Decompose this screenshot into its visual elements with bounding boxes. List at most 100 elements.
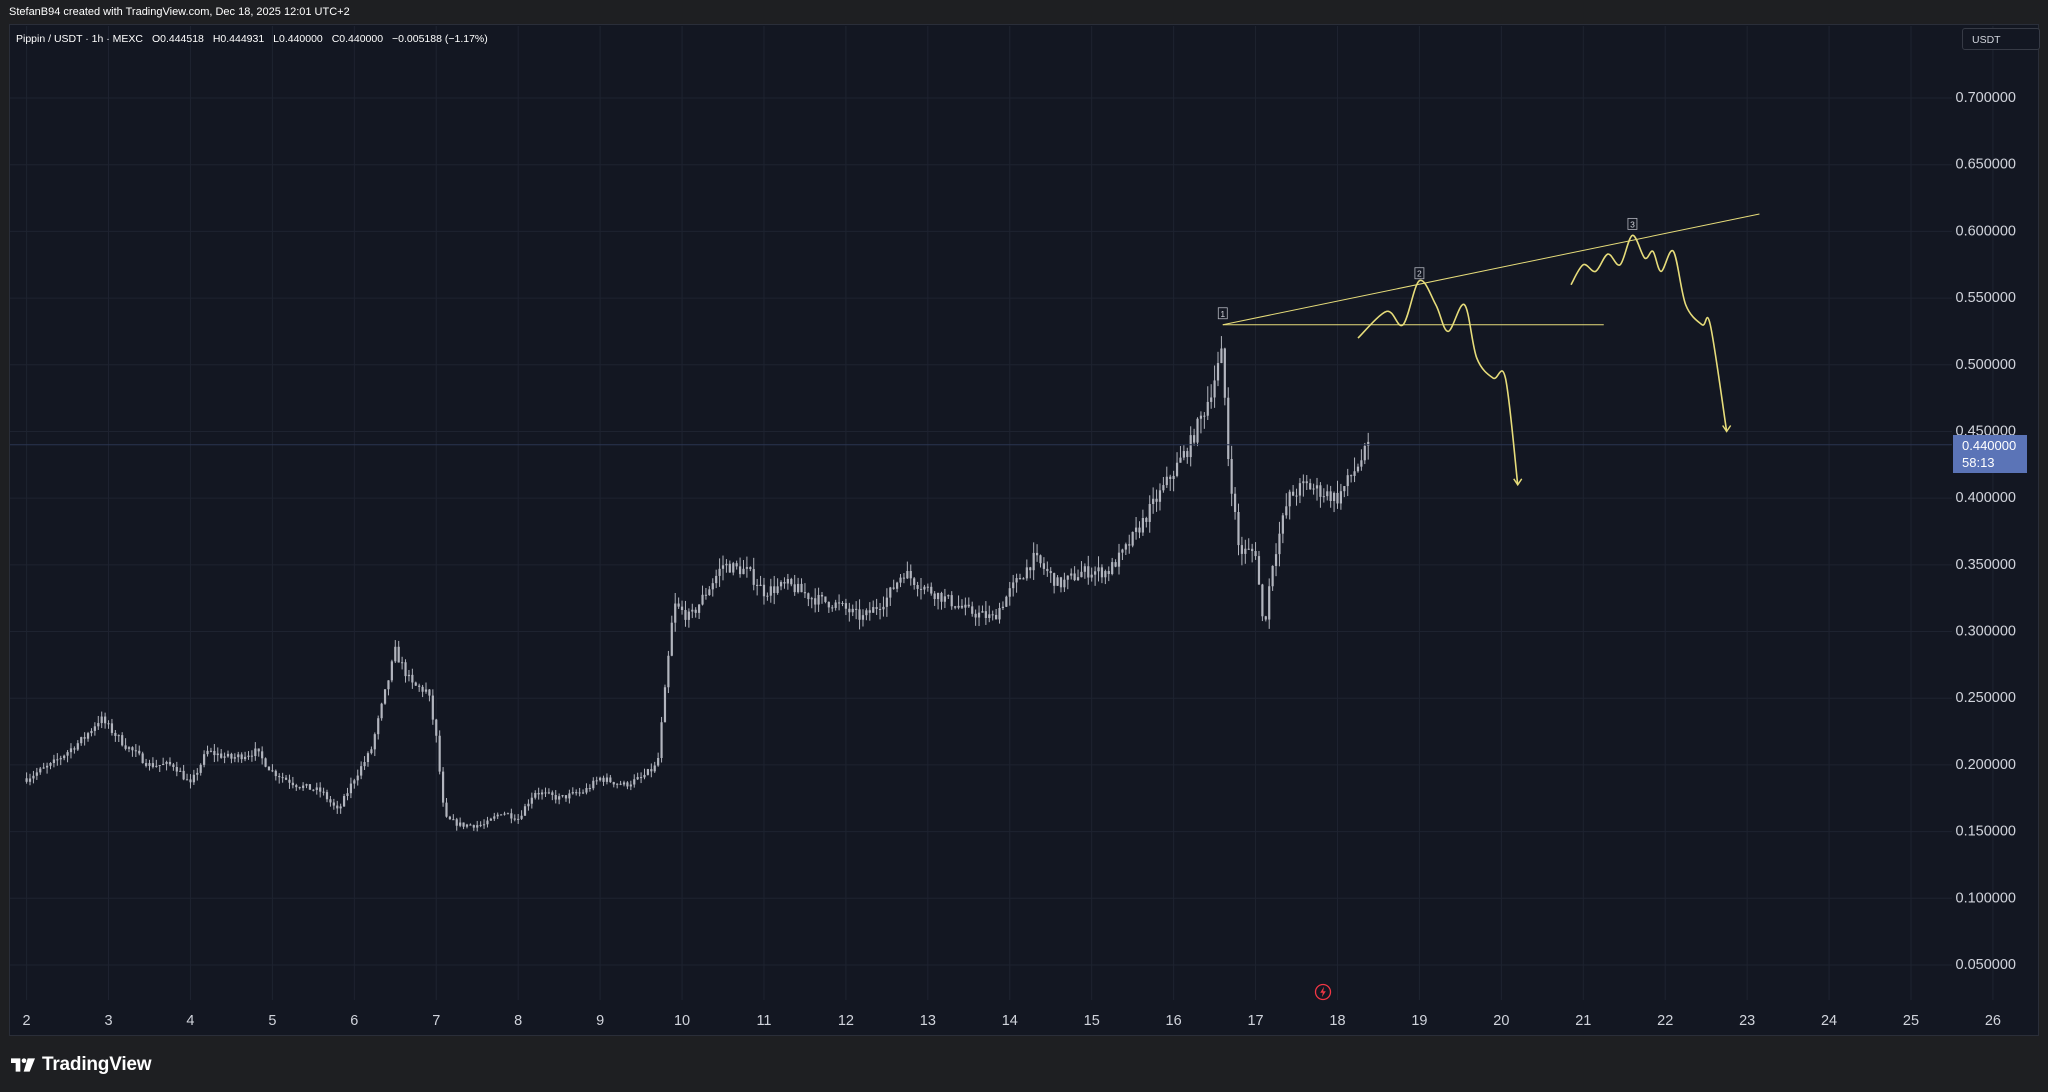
candle-body	[353, 780, 356, 784]
candle-body	[738, 566, 742, 575]
x-tick-label: 18	[1329, 1013, 1345, 1029]
x-tick-label: 17	[1247, 1013, 1263, 1029]
symbol-label[interactable]: Pippin / USDT · 1h · MEXC	[16, 33, 144, 45]
candle-body	[291, 782, 294, 786]
candle-body	[199, 764, 202, 773]
candle-body	[1182, 451, 1185, 458]
candle-body	[390, 661, 393, 681]
candle-body	[913, 578, 916, 586]
candle-body	[902, 577, 906, 579]
candle-body	[1326, 491, 1329, 497]
candle-body	[892, 587, 895, 589]
candle-body	[933, 593, 936, 600]
candle-body	[701, 594, 704, 605]
candle-body	[1240, 545, 1244, 554]
candle-body	[459, 822, 462, 826]
candle-body	[185, 779, 189, 781]
candle-body	[558, 796, 561, 800]
candle-body	[127, 747, 131, 749]
x-tick-label: 23	[1739, 1013, 1755, 1029]
candle-body	[1138, 527, 1141, 533]
candle-body	[486, 820, 489, 825]
candle-body	[56, 759, 59, 761]
candle-body	[1018, 578, 1022, 580]
candle-body	[148, 763, 151, 766]
candle-body	[605, 777, 609, 782]
candle-body	[196, 772, 199, 775]
candle-body	[855, 608, 858, 610]
tradingview-logo[interactable]: TradingView	[10, 1053, 152, 1077]
candle-body	[725, 563, 728, 566]
candle-body	[39, 768, 42, 773]
candle-body	[49, 763, 52, 766]
x-tick-label: 13	[920, 1013, 936, 1029]
candle-body	[974, 613, 977, 618]
candle-body	[90, 730, 93, 734]
candle-body	[45, 765, 49, 768]
candle-body	[1206, 401, 1209, 416]
x-tick-label: 8	[514, 1013, 522, 1029]
candle-body	[1145, 518, 1148, 522]
candle-body	[1292, 491, 1295, 496]
candle-body	[571, 792, 574, 794]
price-chart[interactable]: 0.700000 0.650000 0.600000 0.550000 0.500000…	[0, 0, 2048, 1036]
candle-body	[233, 757, 236, 759]
candle-body	[32, 775, 35, 779]
candle-body	[1254, 551, 1257, 557]
candle-body	[151, 763, 155, 767]
candle-body	[595, 780, 598, 782]
candle-body	[124, 745, 127, 749]
candle-body	[537, 793, 540, 795]
candle-body	[756, 584, 759, 586]
candle-body	[500, 814, 503, 816]
candle-body	[1257, 556, 1261, 585]
candle-body	[493, 816, 496, 819]
candle-body	[1141, 518, 1145, 533]
x-tick-label: 21	[1575, 1013, 1591, 1029]
candle-body	[1302, 481, 1305, 484]
candle-body	[1189, 435, 1192, 458]
candle-body	[1070, 573, 1073, 576]
candle-body	[694, 609, 697, 613]
x-tick-label: 9	[596, 1013, 604, 1029]
candle-body	[1237, 512, 1240, 546]
candle-body	[517, 818, 520, 820]
candle-body	[783, 582, 786, 584]
flash-icon[interactable]	[1314, 983, 1332, 1001]
candle-body	[230, 753, 233, 759]
candle-body	[875, 607, 878, 609]
candle-body	[114, 732, 117, 736]
candle-body	[267, 766, 271, 771]
chart-panel[interactable]	[9, 24, 2039, 1036]
x-tick-label: 2	[23, 1013, 31, 1029]
candle-body	[762, 584, 766, 597]
candle-body	[83, 737, 86, 739]
candle-body	[926, 586, 929, 588]
candle-body	[1309, 483, 1312, 490]
candle-body	[59, 758, 62, 760]
candle-body	[1367, 441, 1370, 446]
candle-body	[851, 608, 854, 613]
candle-body	[278, 776, 281, 778]
candle-body	[1094, 571, 1097, 575]
projection-path-2-arrowhead	[1722, 425, 1732, 433]
candle-body	[1210, 397, 1213, 402]
candle-body	[213, 750, 216, 756]
currency-button[interactable]: USDT	[1962, 28, 2040, 50]
candle-body	[817, 594, 820, 605]
high-value: H0.444931	[212, 33, 265, 45]
candle-body	[489, 818, 492, 821]
candle-body	[366, 753, 370, 763]
y-tick-label: 0.400000	[1956, 490, 2016, 506]
candle-body	[1175, 462, 1179, 476]
footer-bar	[0, 1036, 2048, 1092]
candle-body	[592, 780, 595, 789]
candle-body	[1025, 567, 1028, 579]
candle-body	[950, 595, 953, 607]
candle-body	[581, 792, 585, 794]
candle-body	[547, 792, 551, 794]
candle-body	[418, 685, 421, 687]
wave-label-box	[1414, 267, 1425, 280]
candle-body	[407, 674, 411, 677]
candle-body	[650, 769, 653, 772]
